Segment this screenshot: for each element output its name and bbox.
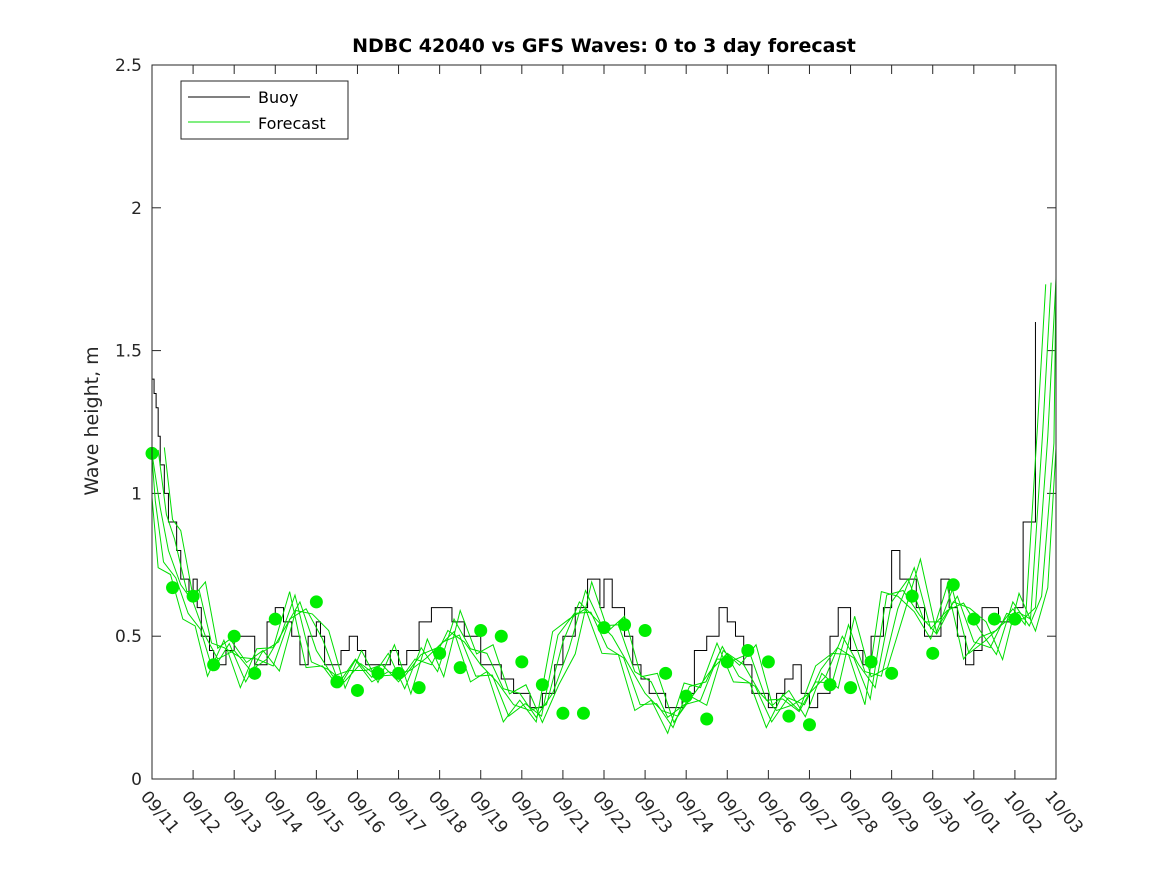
forecast-marker [186,589,200,603]
forecast-marker [926,646,940,660]
forecast-marker [248,666,262,680]
forecast-marker [1008,612,1022,626]
forecast-marker [761,655,775,669]
plot-frame [151,64,1057,780]
forecast-marker [371,666,385,680]
legend-forecast-label: Forecast [258,114,326,133]
chart-title: NDBC 42040 vs GFS Waves: 0 to 3 day fore… [352,35,856,57]
y-tick-label: 0.5 [115,627,142,647]
forecast-marker [515,655,529,669]
forecast-marker [474,623,488,637]
forecast-marker [576,706,590,720]
forecast-marker [700,712,714,726]
forecast-marker [535,678,549,692]
forecast-marker [597,621,611,635]
forecast-marker [844,681,858,695]
y-axis-label: Wave height, m [81,346,103,495]
y-tick-labels: 0 0.5 1 1.5 2 2.5 [115,56,142,790]
y-tick-label: 0 [131,770,142,790]
forecast-marker [638,623,652,637]
forecast-marker [905,589,919,603]
forecast-marker [350,683,364,697]
forecast-marker [782,709,796,723]
y-tick-label: 2 [131,199,142,219]
forecast-marker [309,595,323,609]
forecast-marker [392,666,406,680]
forecast-ensemble-line [151,284,1047,735]
legend: Buoy Forecast [180,80,349,140]
forecast-marker [802,718,816,732]
forecast-marker [741,643,755,657]
y-tick-label: 1.5 [115,342,142,362]
y-tick-label: 2.5 [115,56,142,76]
forecast-marker [556,706,570,720]
forecast-marker [330,675,344,689]
forecast-marker [166,581,180,595]
forecast-marker [412,681,426,695]
forecast-marker [720,655,734,669]
forecast-marker [885,666,899,680]
forecast-marker [823,678,837,692]
forecast-marker [946,578,960,592]
y-tick-label: 1 [131,484,142,504]
forecast-marker [618,618,632,632]
forecast-marker [967,612,981,626]
plot-area [145,64,1057,780]
forecast-markers [145,446,1022,732]
forecast-marker [987,612,1001,626]
legend-box [180,80,349,140]
legend-buoy-label: Buoy [258,88,298,107]
forecast-marker [207,658,221,672]
forecast-marker [494,629,508,643]
forecast-marker [227,629,241,643]
forecast-marker [268,612,282,626]
forecast-marker [864,655,878,669]
forecast-marker [679,689,693,703]
forecast-marker [433,646,447,660]
forecast-marker [453,661,467,675]
forecast-marker [659,666,673,680]
